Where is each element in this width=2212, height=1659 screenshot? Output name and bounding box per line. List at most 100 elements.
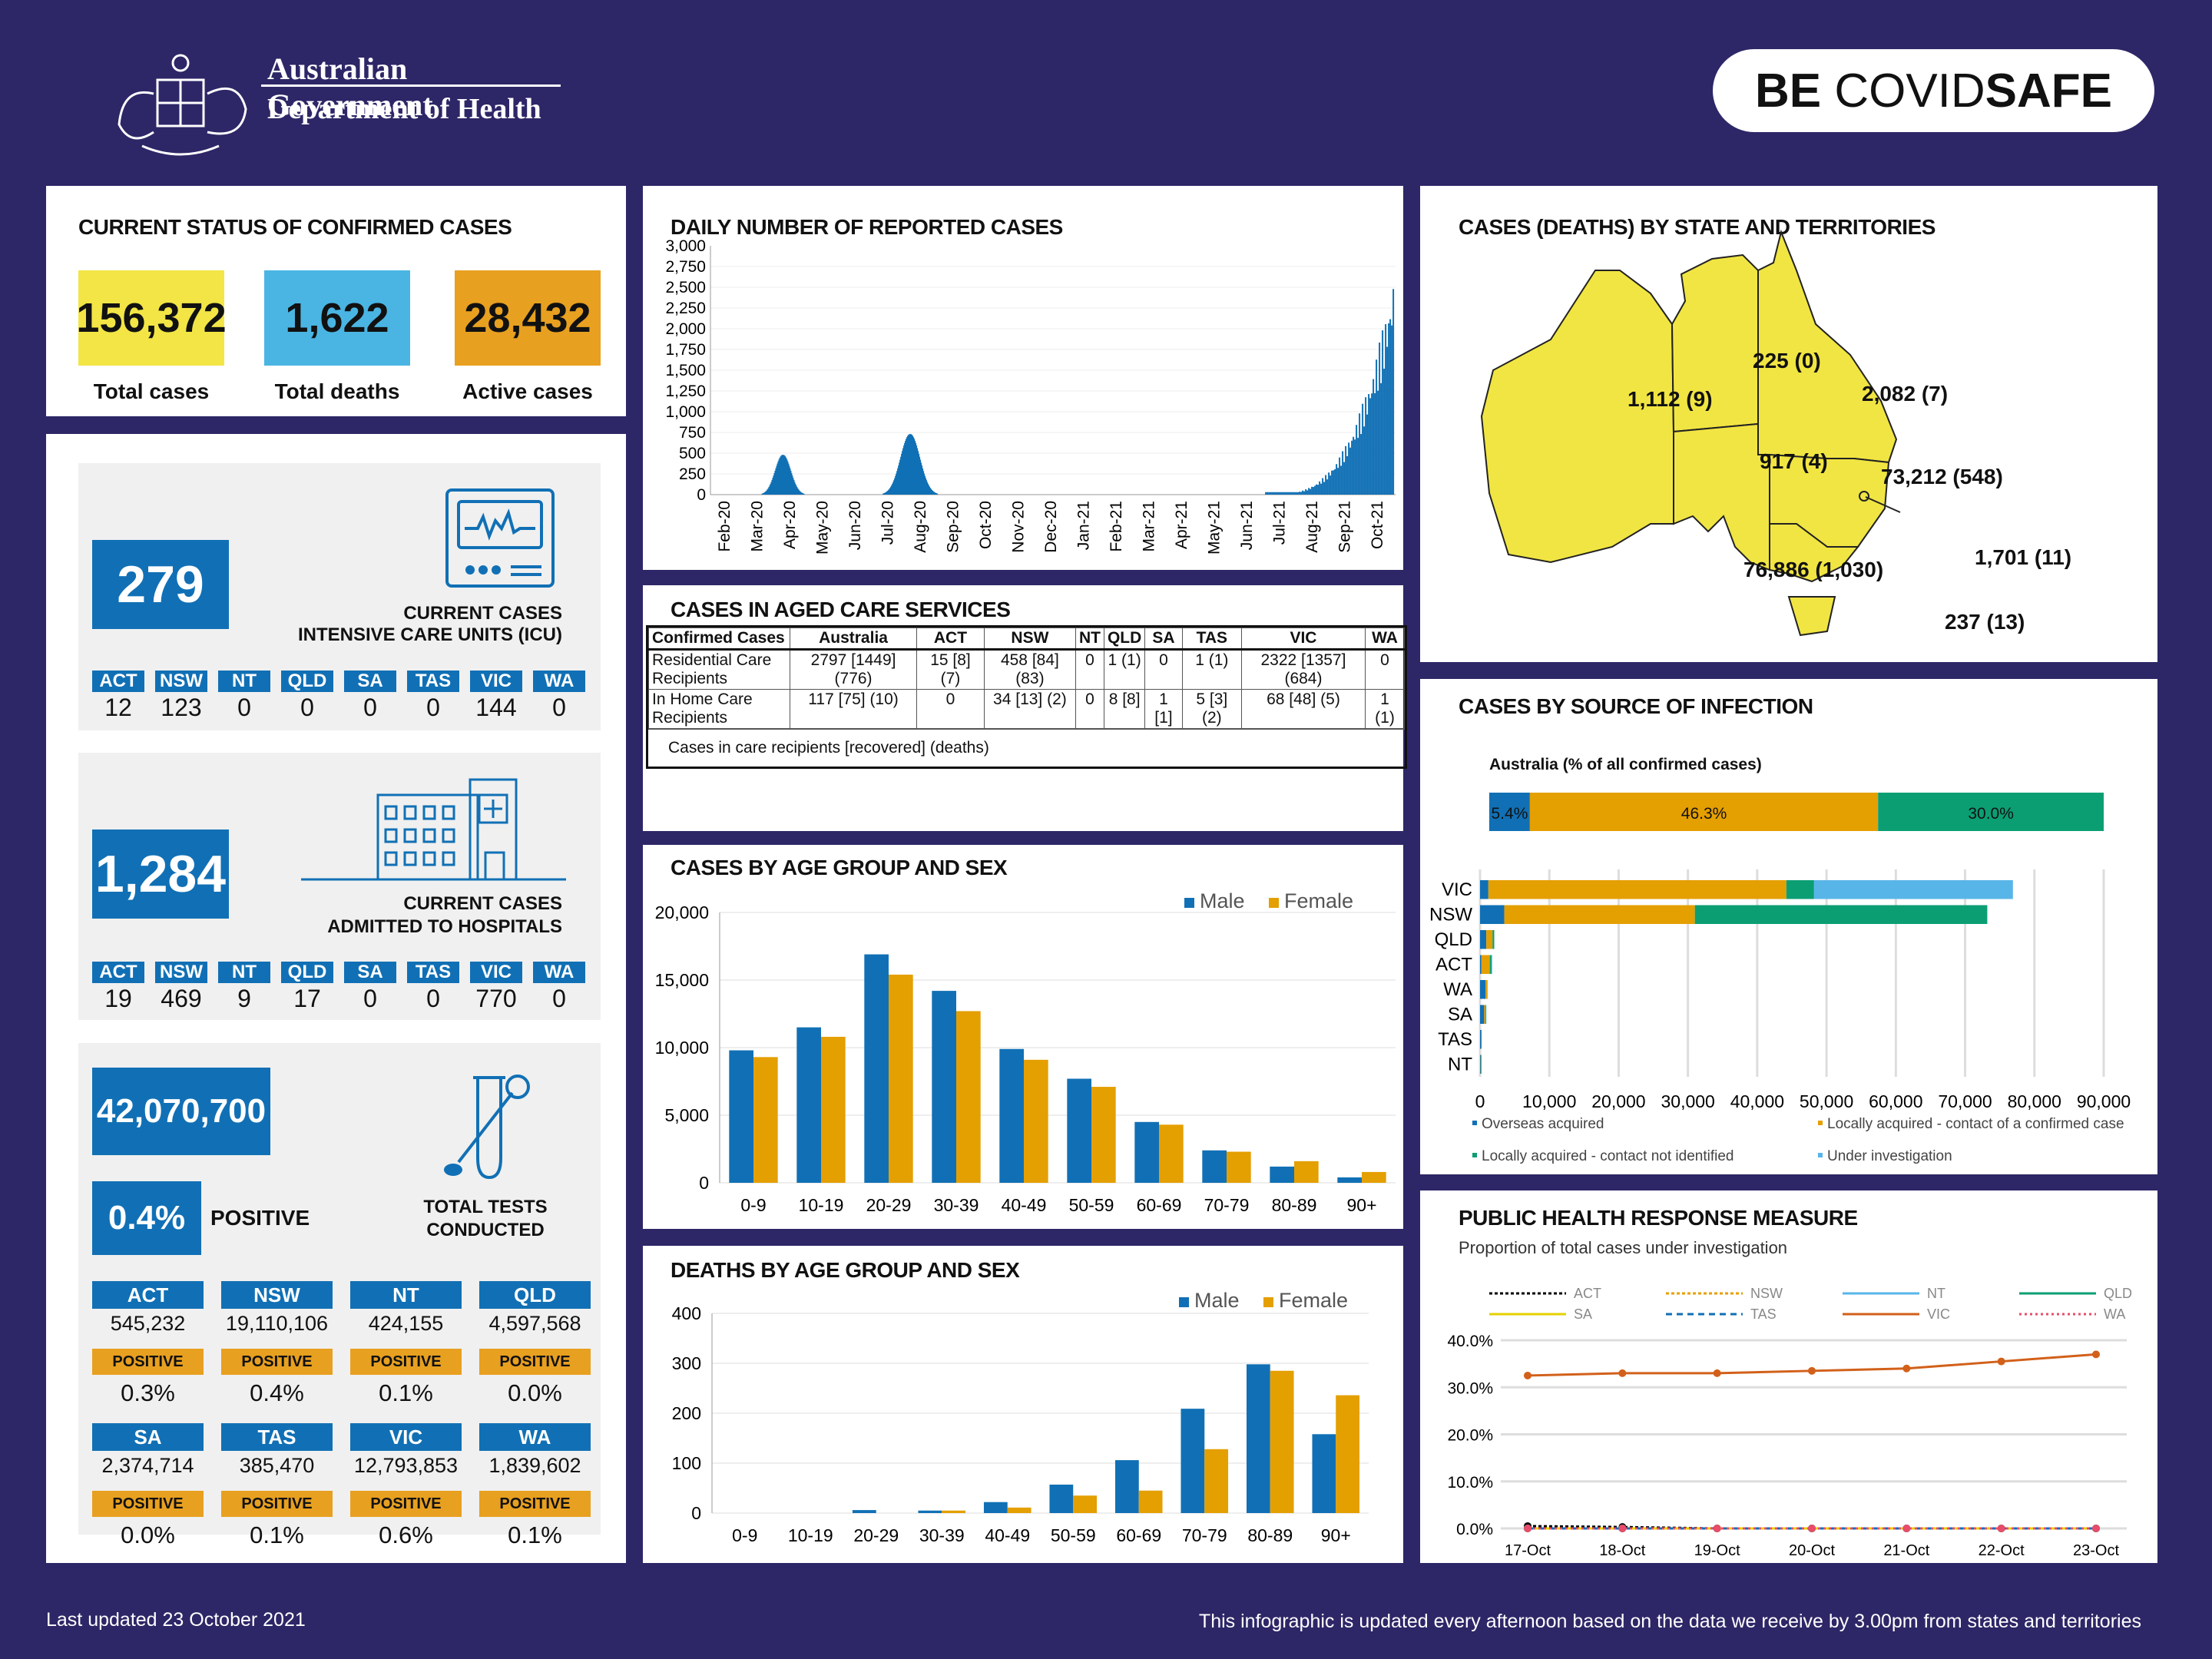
daily-bar	[904, 442, 906, 495]
deaths-chart: 400 300 200 100 0 0-9 10-19 20-29 30-39 40-49 50-5…	[672, 1289, 1369, 1545]
test-count-nt: 424,155	[368, 1312, 444, 1335]
phr-ytick: 0.0%	[1456, 1521, 1493, 1538]
daily-bar	[1277, 492, 1280, 495]
map-label-act: 1,701 (11)	[1975, 545, 2072, 569]
state-label-wa: WA	[533, 671, 585, 692]
source-state-label: ACT	[1435, 955, 1472, 975]
daily-bar	[1388, 323, 1390, 495]
wa-region	[1480, 270, 1674, 564]
australia-map	[1480, 229, 1901, 637]
daily-bar	[927, 483, 929, 495]
daily-bar	[1328, 472, 1330, 495]
daily-bar	[1337, 468, 1339, 495]
tests-label2: CONDUCTED	[426, 1220, 545, 1240]
phr-legend-label: VIC	[1927, 1306, 1950, 1322]
state-label-sa: SA	[344, 962, 396, 983]
phr-xtick: 22-Oct	[1979, 1542, 2025, 1559]
daily-bar	[1320, 483, 1323, 495]
state-label-nsw: NSW	[155, 671, 207, 692]
daily-bar	[1306, 490, 1309, 495]
status-card-value: 156,372	[76, 270, 227, 366]
bar-male	[864, 954, 889, 1183]
daily-bar	[914, 440, 916, 495]
daily-bar	[919, 456, 921, 495]
test-positive-pct: 0.4%	[250, 1379, 304, 1406]
daily-bar	[1288, 492, 1290, 495]
daily-bar	[1330, 475, 1332, 495]
phr-point	[1618, 1525, 1627, 1532]
daily-bar	[1340, 465, 1343, 495]
test-count-vic: 12,793,853	[353, 1454, 459, 1477]
source-bar-segment	[1481, 955, 1490, 974]
source-chart: 5.4% 46.3% 30.0% 0 10,000 20,000 30,000 40,000 5…	[1429, 793, 2131, 1164]
legend-label: Female	[1284, 889, 1353, 912]
map-label-sa: 917 (4)	[1760, 449, 1828, 473]
daily-bar	[886, 492, 888, 495]
daily-bar	[1276, 492, 1278, 495]
phr-xtick: 18-Oct	[1599, 1542, 1645, 1559]
phr-point	[1713, 1525, 1721, 1532]
aged-header-cell: QLD	[1103, 628, 1146, 651]
daily-bar	[922, 468, 924, 495]
source-state-label: NSW	[1429, 905, 1472, 926]
daily-month-label: Oct-20	[977, 501, 995, 549]
aged-table: Confirmed Cases Australia ACT NSW NT QLD SA TAS…	[648, 628, 1406, 729]
bar-female	[753, 1057, 778, 1183]
aged-cell: 1 (1)	[1181, 649, 1242, 690]
source-xtick: 80,000	[2008, 1091, 2061, 1111]
footer-updated: Last updated 23 October 2021	[46, 1609, 306, 1631]
phr-ytick: 40.0%	[1447, 1333, 1493, 1350]
daily-bar	[1348, 442, 1350, 495]
daily-bar	[1326, 479, 1329, 495]
daily-bar	[915, 442, 917, 495]
daily-ytick: 250	[679, 465, 706, 483]
aged-header-cell: Confirmed Cases	[648, 628, 790, 651]
daily-bar	[1331, 470, 1333, 495]
aged-cell: 1 (1)	[1103, 649, 1146, 690]
test-count-tas: 385,470	[239, 1454, 315, 1477]
phr-subtitle: Proportion of total cases under investig…	[1459, 1238, 1788, 1257]
covidsafe-badge[interactable]: BE COVID SAFE	[1713, 49, 2154, 132]
test-count-wa: 1,839,602	[488, 1454, 581, 1477]
bar-female	[1227, 1151, 1251, 1183]
daily-bar	[933, 492, 935, 495]
ytick-label: 200	[672, 1403, 701, 1423]
bar-male	[983, 1502, 1008, 1513]
ytick-label: 300	[672, 1353, 701, 1373]
daily-bar	[1267, 492, 1269, 495]
category-label: 20-29	[866, 1195, 912, 1215]
daily-ytick: 2,750	[665, 258, 706, 276]
daily-bar	[1290, 492, 1292, 495]
daily-bar	[1374, 392, 1376, 495]
source-bar-segment	[1480, 1055, 1482, 1074]
daily-month-label: Jul-20	[879, 501, 897, 545]
source-bar-segment	[1480, 1055, 1481, 1074]
phr-xtick: 17-Oct	[1505, 1542, 1551, 1559]
daily-bar	[1379, 343, 1381, 495]
aged-cell: 1 (1)	[1364, 689, 1406, 729]
test-tube-icon	[444, 1075, 530, 1180]
daily-bar	[918, 453, 920, 495]
gov-divider	[261, 84, 561, 87]
test-state-wa: WA	[479, 1423, 591, 1451]
aged-row: In Home Care Recipients 117 [75] (10) 0 34 …	[648, 689, 1406, 729]
daily-month-label: Mar-21	[1140, 501, 1157, 552]
category-label: 0-9	[740, 1195, 766, 1215]
daily-bar	[1371, 393, 1373, 495]
aged-row: Residential Care Recipients 2797 [1449] (…	[648, 649, 1406, 690]
daily-bar	[1270, 492, 1272, 495]
category-label: 60-69	[1116, 1525, 1161, 1545]
source-state-label: TAS	[1438, 1029, 1472, 1050]
bar-male	[918, 1510, 942, 1513]
bar-female	[1138, 1490, 1163, 1513]
aged-cell: 0	[1144, 649, 1183, 690]
bar-female	[1159, 1124, 1184, 1183]
aged-note: Cases in care recipients [recovered] (de…	[648, 729, 1405, 767]
daily-bar	[892, 483, 894, 495]
phr-point	[1524, 1371, 1532, 1379]
state-value-vic: 770	[475, 985, 517, 1012]
daily-ytick: 1,250	[665, 382, 706, 400]
daily-bar	[1285, 492, 1287, 495]
daily-bar	[922, 471, 925, 495]
phr-ytick: 10.0%	[1447, 1474, 1493, 1492]
